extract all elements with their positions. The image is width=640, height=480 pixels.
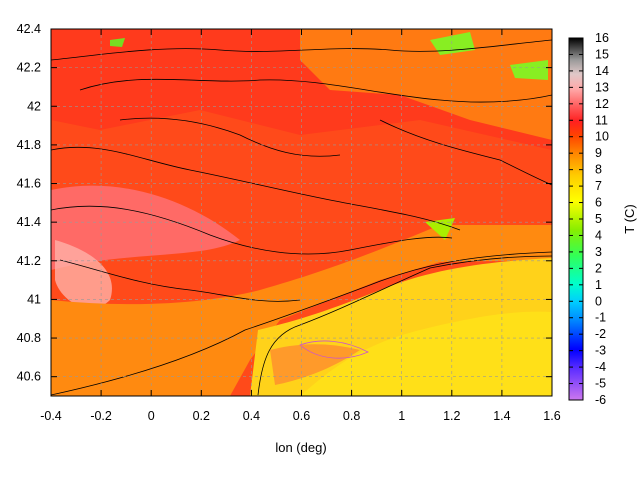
contour-line: [59, 259, 301, 302]
x-tick-label: -0.2: [90, 409, 112, 423]
field-pink-west: [55, 240, 112, 309]
colorbar-tick-label: -3: [595, 344, 606, 358]
colorbar-label: T (C): [622, 204, 637, 233]
x-tick-label: 1.2: [443, 409, 460, 423]
contour-line: [257, 255, 552, 396]
colorbar-tick-label: -4: [595, 360, 606, 374]
colorbar-tick-label: 7: [595, 179, 602, 193]
colorbar-tick-label: 14: [595, 64, 609, 78]
y-tick-label: 42.4: [17, 22, 41, 36]
colorbar-tick-label: -5: [595, 377, 606, 391]
x-tick-label: -0.4: [40, 409, 62, 423]
y-tick-label: 41.8: [17, 138, 41, 152]
y-tick-label: 41.2: [17, 254, 41, 268]
y-tick-label: 41.4: [17, 215, 41, 229]
colorbar-tick-label: 3: [595, 245, 602, 259]
field-orange-north-east: [300, 29, 552, 140]
colorbar-tick-label: 12: [595, 97, 609, 111]
colorbar-tick-label: 8: [595, 163, 602, 177]
contour-lines: [51, 39, 552, 396]
contour-line: [299, 340, 369, 359]
field-delta: [270, 344, 360, 385]
y-axis: 40.6 40.8 41 41.2 41.4 41.6 41.8 42 42.2 42.4: [17, 22, 552, 384]
colorbar-tick-label: 1: [595, 278, 602, 292]
colorbar-tick-label: 2: [595, 261, 602, 275]
contour-line: [51, 251, 552, 396]
y-tick-label: 42: [27, 99, 41, 113]
y-tick-label: 42.2: [17, 61, 41, 75]
x-tick-label: 0.2: [193, 409, 210, 423]
x-tick-label: 0: [148, 409, 155, 423]
y-tick-label: 41: [27, 292, 41, 306]
contour-line: [119, 117, 341, 157]
y-tick-label: 40.6: [17, 370, 41, 384]
colorbar-tick-label: 15: [595, 47, 609, 61]
contour-line: [51, 205, 453, 255]
x-tick-label: 1.6: [543, 409, 560, 423]
colorbar-tick-label: -2: [595, 327, 606, 341]
colorbar-tick-label: 4: [595, 228, 602, 242]
x-axis: -0.4 -0.2 0 0.2 0.4 0.6 0.8 1 1.2 1.4 1.6: [40, 29, 561, 423]
x-tick-label: 0.8: [343, 409, 360, 423]
field-green-patch-coast: [425, 218, 455, 240]
colorbar-tick-label: 10: [595, 130, 609, 144]
colorbar-tick-label: 13: [595, 80, 609, 94]
colorbar-tick-label: 16: [595, 31, 609, 45]
contour-line: [379, 119, 552, 186]
contour-line: [51, 146, 461, 231]
colorbar-tick-label: 9: [595, 146, 602, 160]
y-tick-label: 40.8: [17, 331, 41, 345]
field-green-dot: [110, 38, 125, 47]
field-sea-warm: [300, 311, 552, 396]
x-tick-label: 1: [398, 409, 405, 423]
contour-line: [79, 78, 552, 103]
x-tick-label: 0.6: [293, 409, 310, 423]
colorbar-tick-label: 0: [595, 294, 602, 308]
y-tick-label: 41.6: [17, 177, 41, 191]
x-tick-label: 0.4: [243, 409, 260, 423]
field-green-patch-east: [510, 60, 548, 80]
x-axis-label: lon (deg): [275, 440, 326, 455]
colorbar-tick-label: -6: [595, 393, 606, 407]
colorbar-tick-label: -1: [595, 311, 606, 325]
contour-line: [51, 39, 552, 61]
x-tick-label: 1.4: [493, 409, 510, 423]
colorbar-tick-label: 11: [595, 113, 608, 127]
colorbar-tick-label: 5: [595, 212, 602, 226]
colorbar-tick-label: 6: [595, 196, 602, 210]
